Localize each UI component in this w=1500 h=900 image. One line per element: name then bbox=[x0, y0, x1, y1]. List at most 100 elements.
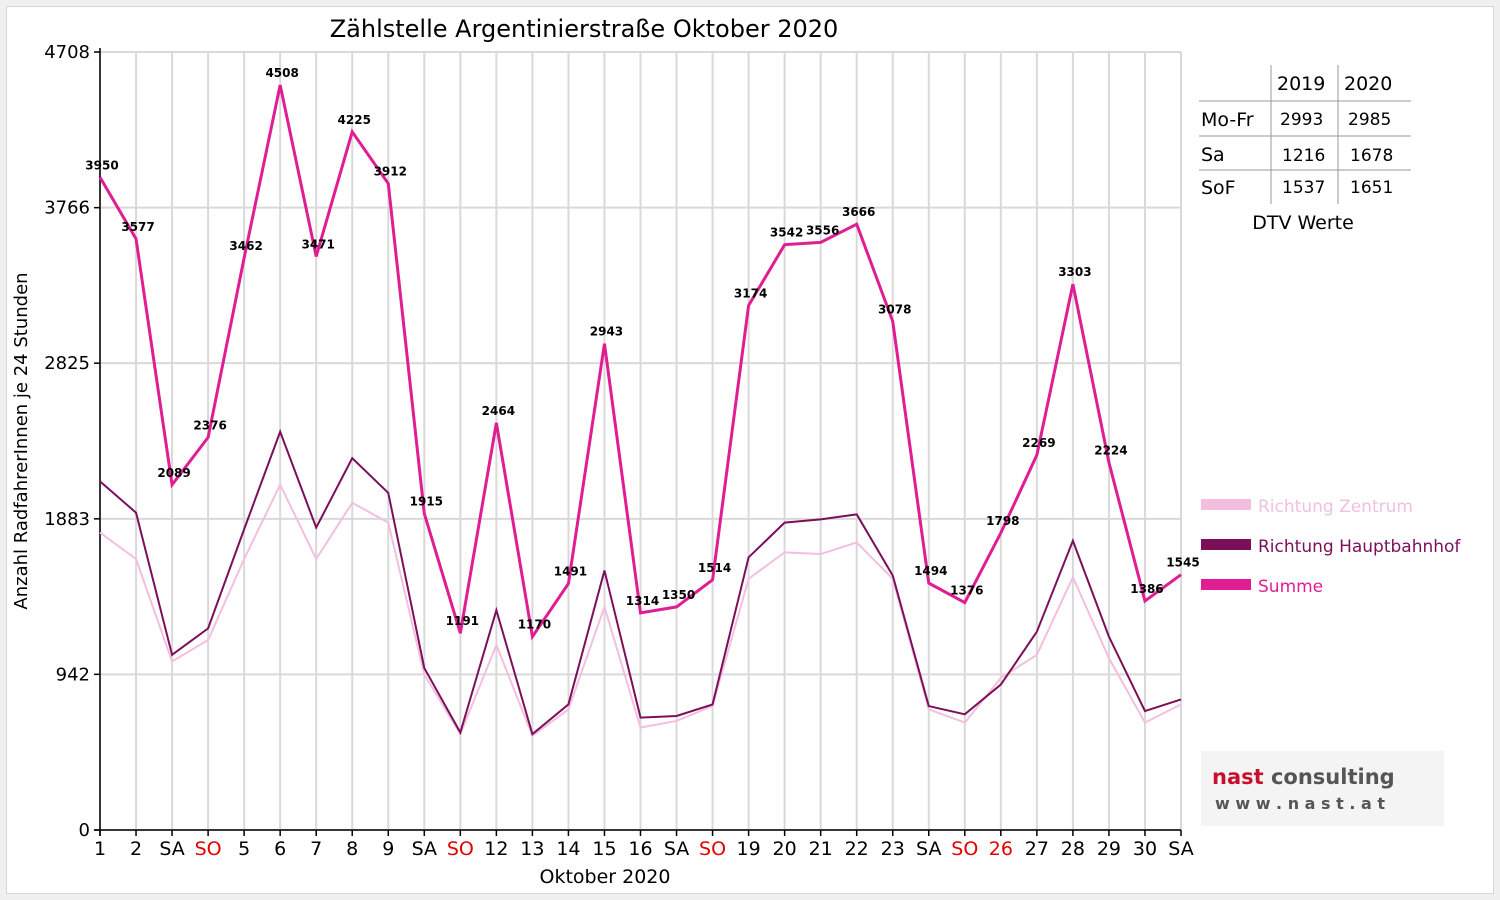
data-label: 1376 bbox=[950, 584, 983, 598]
logo-nast: nast bbox=[1212, 765, 1264, 789]
x-tick-label: 23 bbox=[881, 838, 905, 860]
dtv-cell: 1678 bbox=[1350, 146, 1393, 166]
legend-label: Richtung Zentrum bbox=[1258, 497, 1413, 517]
dtv-table: 2019 2020 Mo-Fr 2993 2985 Sa 1216 1678 S… bbox=[1199, 65, 1411, 234]
x-tick-label: 21 bbox=[809, 838, 833, 860]
dtv-row-label: Mo-Fr bbox=[1201, 109, 1254, 131]
data-label: 1191 bbox=[446, 614, 479, 628]
data-label: 2269 bbox=[1022, 436, 1055, 450]
x-tick-label: 7 bbox=[310, 838, 322, 860]
x-axis-label: Oktober 2020 bbox=[540, 866, 671, 888]
data-label: 2943 bbox=[590, 325, 623, 339]
x-tick-label: 6 bbox=[274, 838, 286, 860]
data-label: 1386 bbox=[1130, 582, 1163, 596]
series-line-2 bbox=[99, 428, 1182, 736]
data-label: 4508 bbox=[265, 66, 298, 80]
data-label: 2224 bbox=[1094, 443, 1127, 457]
data-label: 3950 bbox=[85, 158, 118, 172]
dtv-cell: 1537 bbox=[1282, 178, 1325, 198]
x-tick-label: SO bbox=[447, 838, 474, 860]
x-tick-label: 13 bbox=[520, 838, 544, 860]
x-tick-label: 29 bbox=[1097, 838, 1121, 860]
x-tick-label: 8 bbox=[346, 838, 358, 860]
dtv-caption: DTV Werte bbox=[1252, 212, 1354, 234]
svg-text:nast consulting: nast consulting bbox=[1212, 765, 1395, 789]
y-tick-label: 3766 bbox=[44, 198, 90, 219]
y-tick-label: 942 bbox=[56, 664, 90, 685]
data-label: 1350 bbox=[662, 588, 695, 602]
y-tick-label: 2825 bbox=[44, 353, 90, 374]
x-tick-label: 28 bbox=[1061, 838, 1085, 860]
data-label: 3471 bbox=[301, 237, 334, 251]
data-label: 1915 bbox=[410, 495, 443, 509]
x-tick-label: 1 bbox=[94, 838, 106, 860]
x-tick-label: SO bbox=[951, 838, 978, 860]
x-tick-label: SA bbox=[159, 838, 184, 860]
data-label: 3542 bbox=[770, 226, 803, 240]
legend-swatch bbox=[1201, 539, 1251, 550]
data-label: 1314 bbox=[626, 594, 659, 608]
y-axis-label: Anzahl RadfahrerInnen je 24 Stunden bbox=[11, 272, 32, 609]
x-tick-label: SA bbox=[412, 838, 437, 860]
logo-url: w w w . n a s t . a t bbox=[1215, 794, 1385, 813]
x-axis-ticks: 1 2 SA SO 5 6 7 8 9 SA SO 12 13 14 15 16 SA SO 19 20 21 22 23 S… bbox=[94, 830, 1194, 860]
x-tick-label: SA bbox=[1168, 838, 1193, 860]
data-label: 3462 bbox=[229, 239, 262, 253]
data-label: 3912 bbox=[374, 165, 407, 179]
x-tick-label: SO bbox=[699, 838, 726, 860]
chart-title: Zählstelle Argentinierstraße Oktober 202… bbox=[330, 15, 839, 43]
dtv-cell: 1216 bbox=[1282, 146, 1325, 166]
data-label: 3666 bbox=[842, 205, 875, 219]
legend-label: Summe bbox=[1258, 577, 1323, 597]
x-tick-label: 9 bbox=[382, 838, 394, 860]
x-tick-label: 30 bbox=[1133, 838, 1157, 860]
x-tick-label: 27 bbox=[1025, 838, 1049, 860]
x-tick-label: 20 bbox=[773, 838, 797, 860]
data-label: 3303 bbox=[1058, 265, 1091, 279]
dtv-row-label: Sa bbox=[1201, 144, 1225, 166]
dtv-cell: 1651 bbox=[1350, 178, 1393, 198]
dtv-cell: 2993 bbox=[1280, 110, 1323, 130]
series-lines bbox=[98, 84, 1182, 738]
x-tick-label: 19 bbox=[737, 838, 761, 860]
x-tick-label: SA bbox=[916, 838, 941, 860]
x-tick-label: 15 bbox=[592, 838, 616, 860]
data-label: 3174 bbox=[734, 286, 767, 300]
x-tick-label: SA bbox=[664, 838, 689, 860]
x-tick-label: 22 bbox=[845, 838, 869, 860]
legend: Richtung Zentrum Richtung Hauptbahnhof Sum… bbox=[1201, 497, 1461, 597]
series-line-3 bbox=[98, 84, 1182, 641]
data-label: 1798 bbox=[986, 514, 1019, 528]
logo-consulting: consulting bbox=[1264, 765, 1395, 789]
x-tick-label: 14 bbox=[556, 838, 580, 860]
y-axis-ticks: 0 942 1883 2825 3766 4708 bbox=[44, 42, 100, 841]
x-tick-label: 5 bbox=[238, 838, 250, 860]
data-label: 1514 bbox=[698, 561, 731, 575]
data-label: 3078 bbox=[878, 302, 911, 316]
x-tick-label: 16 bbox=[628, 838, 652, 860]
x-tick-label: 26 bbox=[989, 838, 1013, 860]
dtv-cell: 2985 bbox=[1348, 110, 1391, 130]
data-label: 1494 bbox=[914, 564, 947, 578]
x-tick-label: 12 bbox=[484, 838, 508, 860]
legend-swatch bbox=[1201, 499, 1251, 510]
data-label: 2376 bbox=[193, 418, 226, 432]
data-label: 1491 bbox=[554, 565, 587, 579]
data-label: 2089 bbox=[157, 466, 190, 480]
dtv-year-2020: 2020 bbox=[1344, 73, 1392, 95]
line-chart: Zählstelle Argentinierstraße Oktober 202… bbox=[11, 15, 1461, 888]
legend-label: Richtung Hauptbahnhof bbox=[1258, 537, 1461, 557]
nast-consulting-logo: nast consulting w w w . n a s t . a t bbox=[1201, 751, 1444, 826]
y-tick-label: 4708 bbox=[44, 42, 90, 63]
y-tick-label: 1883 bbox=[44, 509, 90, 530]
data-label: 1545 bbox=[1166, 556, 1199, 570]
data-labels: 3950 3577 2089 2376 3462 4508 3471 4225 3912 1915… bbox=[85, 66, 1199, 632]
y-tick-label: 0 bbox=[79, 820, 90, 841]
x-tick-label: 2 bbox=[130, 838, 142, 860]
series-line-1 bbox=[99, 482, 1182, 738]
data-label: 2464 bbox=[482, 404, 515, 418]
chart-frame: Zählstelle Argentinierstraße Oktober 202… bbox=[6, 6, 1494, 894]
data-label: 4225 bbox=[338, 113, 371, 127]
data-label: 1170 bbox=[518, 618, 551, 632]
data-label: 3556 bbox=[806, 223, 839, 237]
